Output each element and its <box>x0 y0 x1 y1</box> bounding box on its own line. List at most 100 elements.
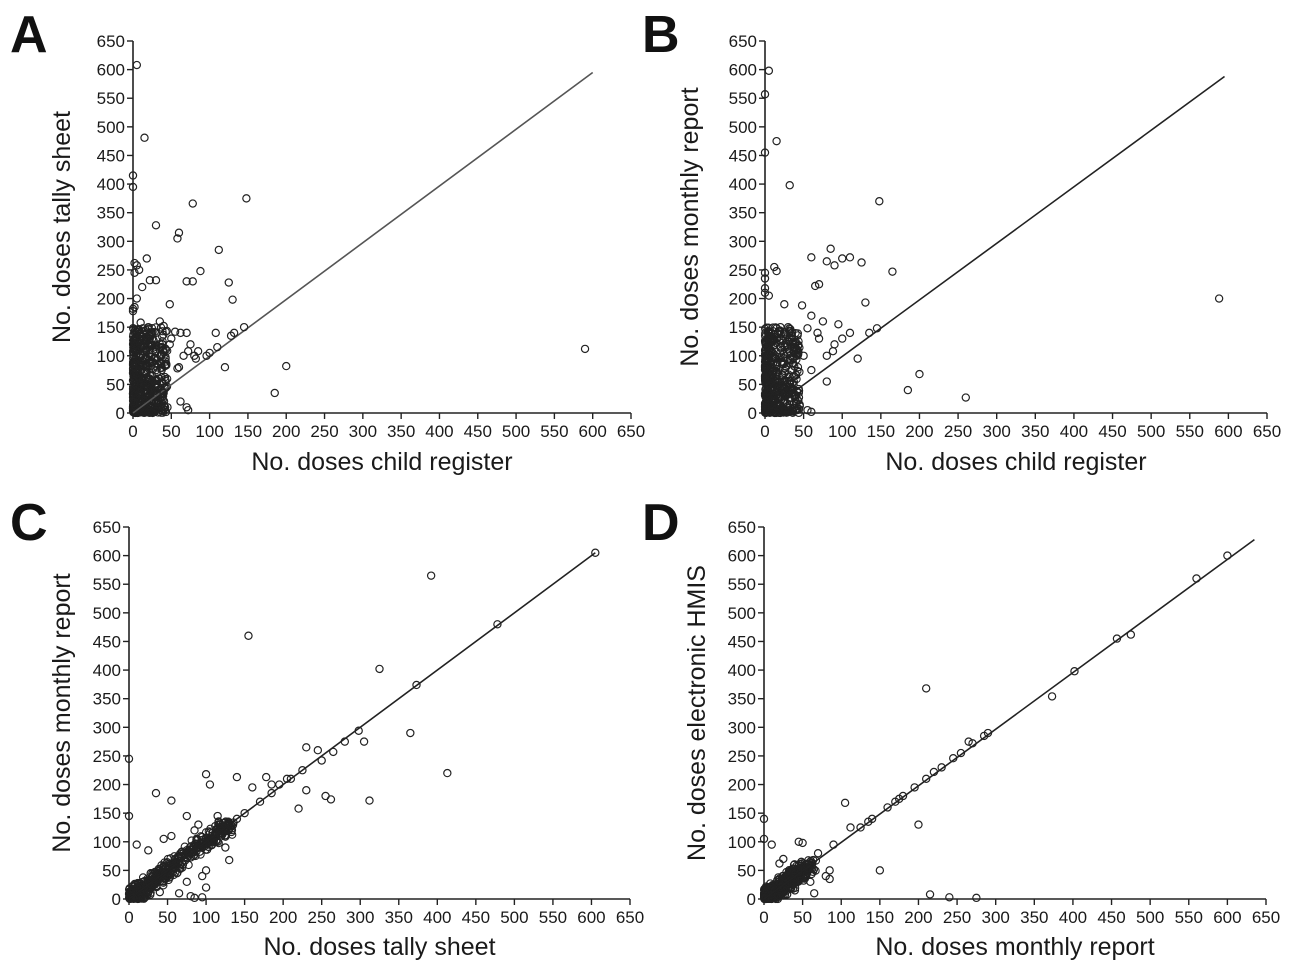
x-tick-label: 450 <box>464 422 492 441</box>
data-point <box>132 840 141 849</box>
data-point <box>915 369 924 379</box>
y-tick-label: 350 <box>93 690 121 709</box>
y-tick-label: 650 <box>97 32 125 51</box>
data-point <box>793 349 803 358</box>
data-point <box>767 346 776 355</box>
data-point <box>766 884 775 893</box>
data-point <box>767 840 776 849</box>
data-point <box>1214 294 1224 303</box>
y-axis-label: No. doses electronic HMIS <box>683 565 711 861</box>
data-point <box>128 304 138 314</box>
y-tick-label: 650 <box>729 32 757 51</box>
data-point <box>865 328 874 338</box>
point-cluster <box>128 323 172 418</box>
y-tick-label: 100 <box>729 347 757 366</box>
y-tick-label: 100 <box>93 833 121 852</box>
data-point <box>760 284 770 293</box>
data-point <box>776 883 785 892</box>
data-point <box>267 788 276 798</box>
data-point <box>830 340 839 349</box>
data-point <box>194 820 203 829</box>
y-tick-label: 50 <box>106 375 125 394</box>
x-tick-label: 600 <box>579 422 607 441</box>
data-point <box>968 739 977 748</box>
data-point <box>182 811 192 821</box>
data-point <box>853 354 862 363</box>
y-tick-label: 550 <box>93 575 121 594</box>
y-tick-label: 400 <box>728 661 756 680</box>
data-point <box>239 322 249 332</box>
data-point <box>762 362 771 372</box>
data-point <box>139 357 148 366</box>
data-point <box>159 834 168 844</box>
data-point <box>198 871 207 881</box>
data-point <box>891 797 900 806</box>
data-point <box>182 277 191 286</box>
reference-line <box>132 71 594 414</box>
panel-b: B0 50 100 150 200 250 300 350 400 450 500 550 600 650… <box>642 6 1281 476</box>
data-point <box>130 399 139 409</box>
data-point <box>764 291 774 300</box>
x-tick-label: 550 <box>540 422 568 441</box>
data-point <box>818 317 828 326</box>
x-tick-label: 500 <box>500 908 528 927</box>
data-point <box>176 328 185 338</box>
data-point <box>767 894 777 903</box>
data-point <box>205 780 215 789</box>
data-point <box>375 664 384 674</box>
data-point <box>825 874 834 884</box>
data-point <box>182 328 191 338</box>
data-point <box>764 383 773 392</box>
data-point <box>793 864 803 873</box>
data-point <box>761 339 770 348</box>
y-tick-label: 450 <box>728 632 756 651</box>
data-point <box>802 860 811 869</box>
data-point <box>937 763 946 772</box>
data-point <box>165 340 174 349</box>
data-point <box>224 820 234 829</box>
data-point <box>766 349 776 358</box>
data-point <box>772 266 781 276</box>
data-point <box>759 834 769 844</box>
data-point <box>798 838 807 848</box>
y-tick-label: 400 <box>97 175 125 194</box>
data-point <box>774 891 784 901</box>
data-point <box>147 381 156 390</box>
data-point <box>493 620 502 629</box>
data-point <box>286 774 296 784</box>
y-tick-label: 450 <box>93 632 121 651</box>
data-point <box>130 302 139 312</box>
data-point <box>201 883 211 892</box>
x-tick-label: 200 <box>904 908 932 927</box>
data-point <box>137 361 146 371</box>
data-point <box>825 866 834 875</box>
data-point <box>340 737 350 746</box>
data-point <box>151 328 161 338</box>
data-point <box>872 324 882 333</box>
y-tick-label: 50 <box>737 861 756 880</box>
data-point <box>949 754 958 763</box>
x-tick-label: 350 <box>385 908 413 927</box>
data-point <box>770 262 779 272</box>
data-point <box>777 383 786 392</box>
data-point <box>124 811 134 821</box>
data-point <box>213 837 222 846</box>
data-point <box>240 808 249 818</box>
data-point <box>128 893 138 903</box>
data-point <box>128 306 138 316</box>
y-tick-label: 250 <box>729 261 757 280</box>
data-point <box>783 408 793 417</box>
data-point <box>426 571 436 580</box>
data-point <box>834 320 843 329</box>
data-point <box>193 346 203 356</box>
data-point <box>822 257 831 266</box>
data-point <box>787 365 796 375</box>
y-tick-label: 200 <box>93 776 121 795</box>
data-point <box>776 322 785 332</box>
x-tick-label: 450 <box>462 908 490 927</box>
y-tick-label: 600 <box>97 61 125 80</box>
y-tick-label: 650 <box>93 518 121 537</box>
data-point <box>188 277 197 286</box>
data-point <box>789 354 798 363</box>
data-point <box>767 882 776 892</box>
